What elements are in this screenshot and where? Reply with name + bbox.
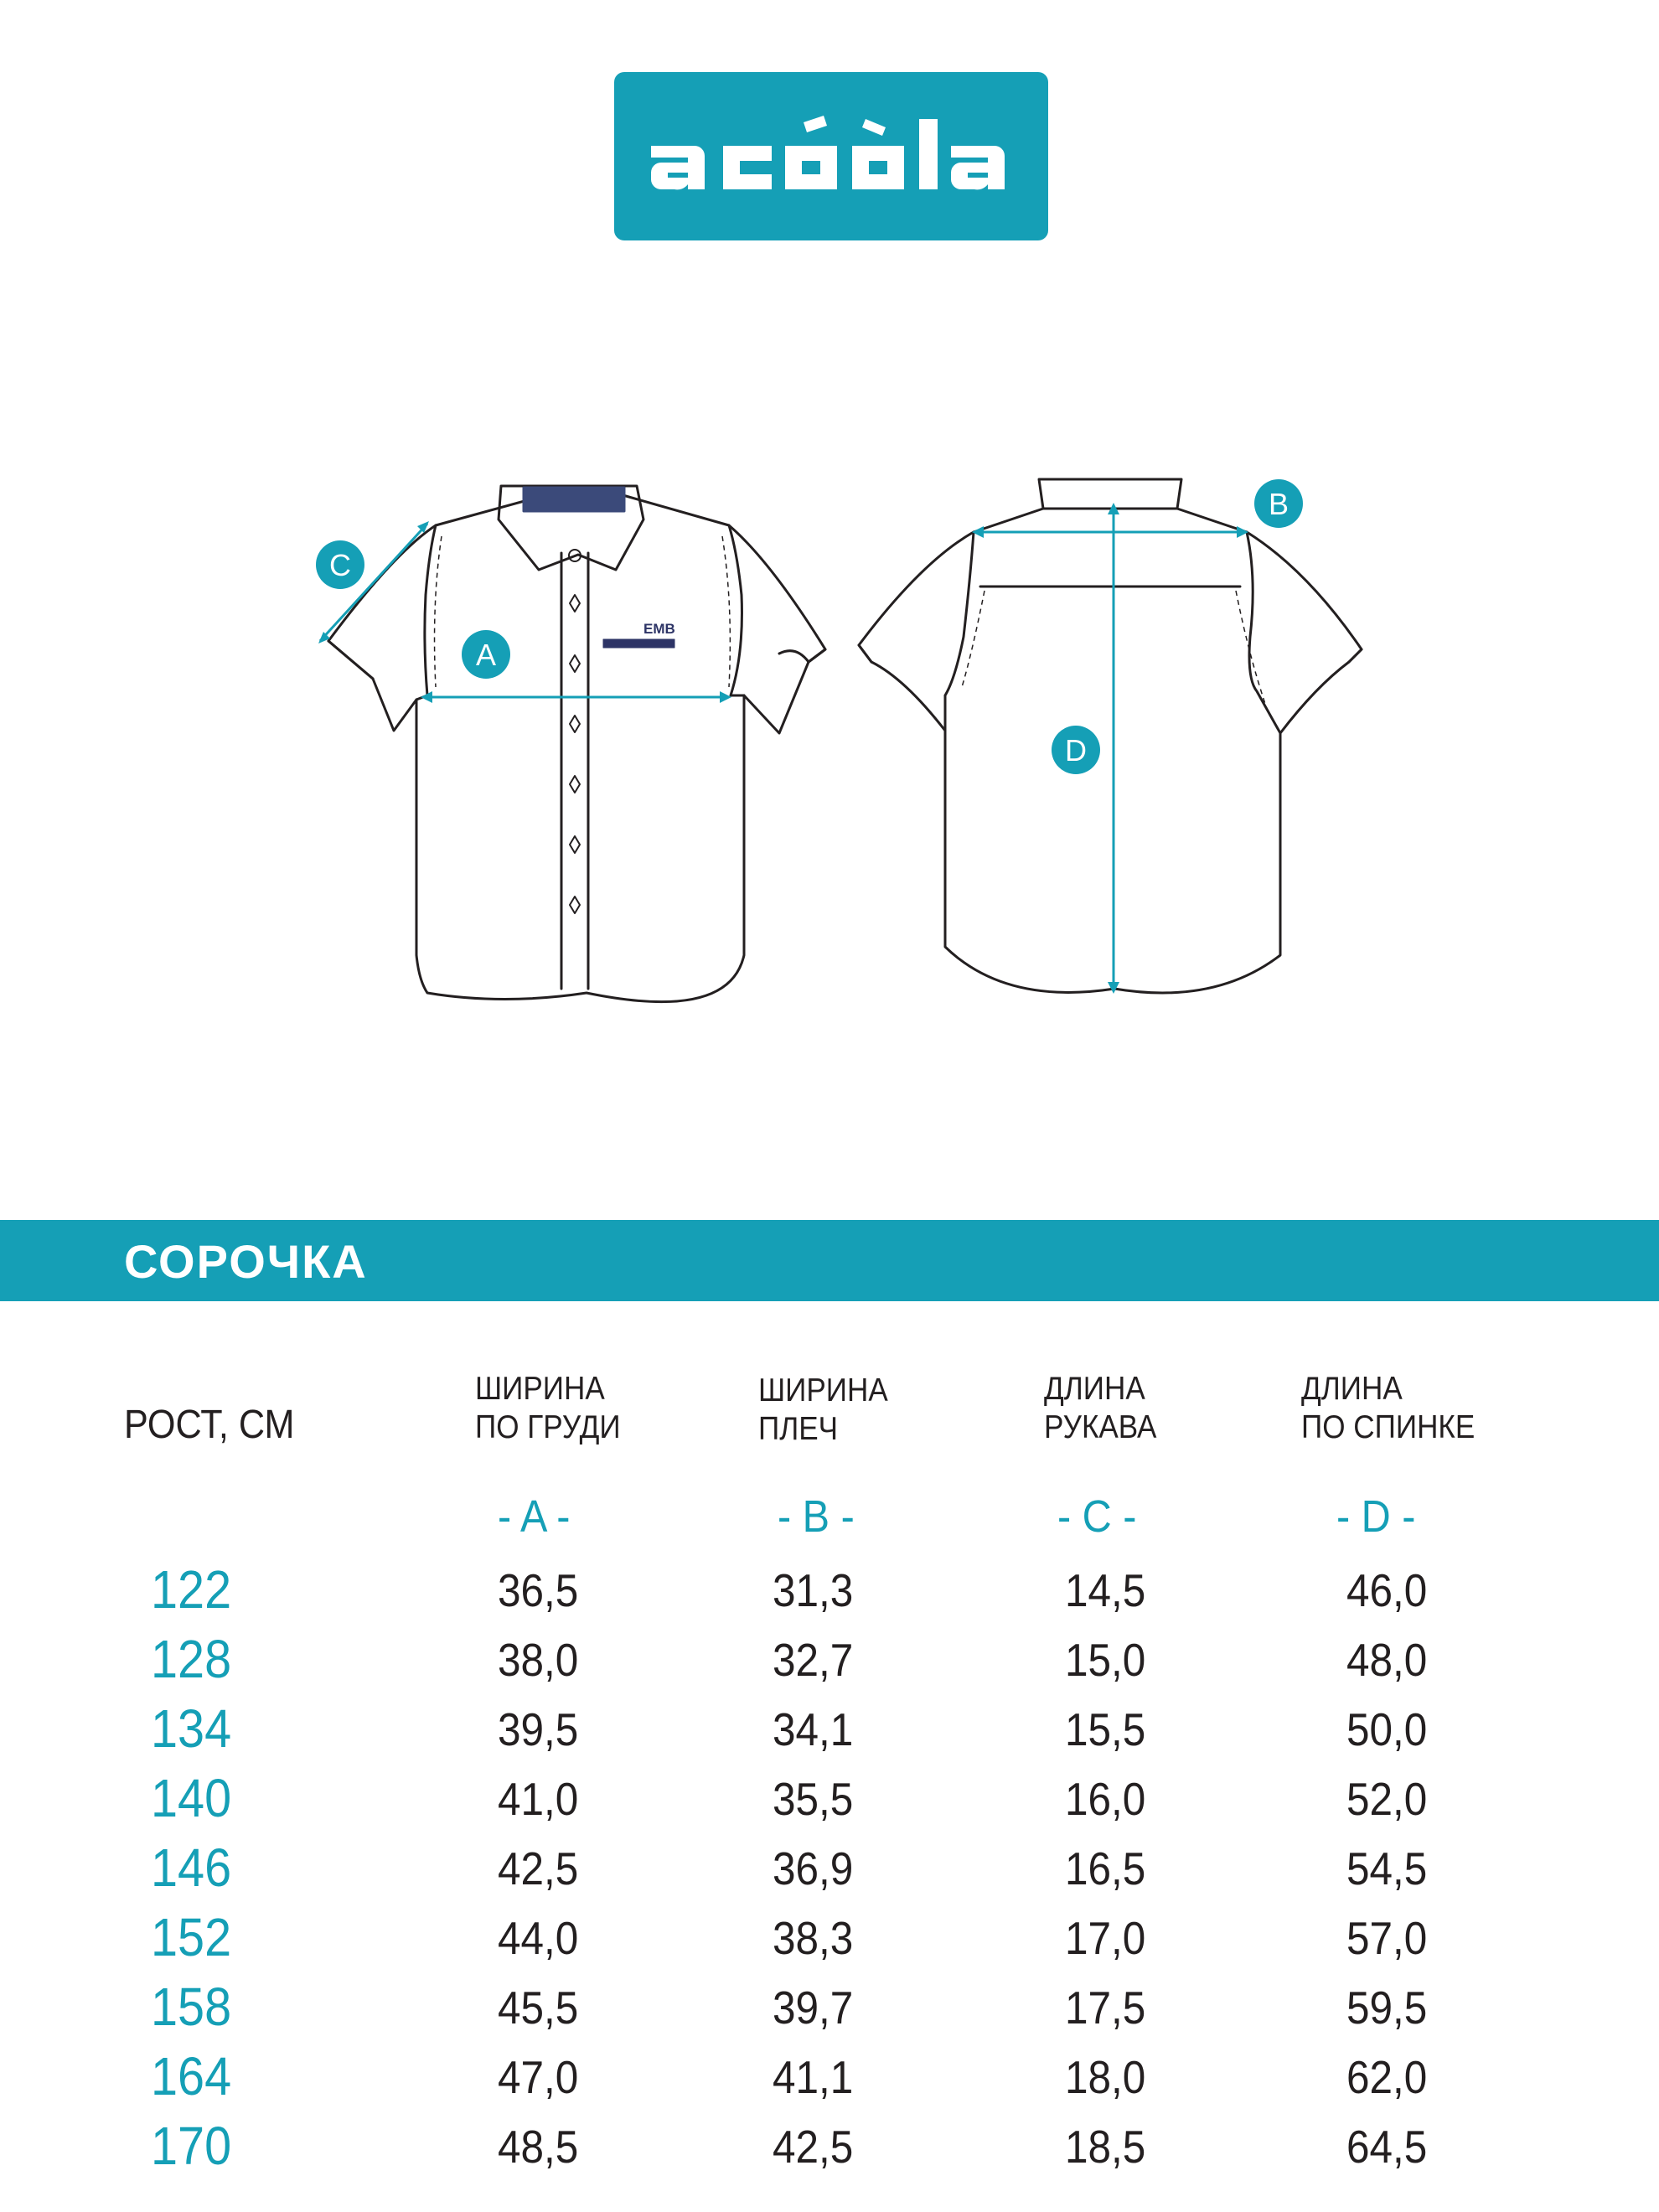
row-height: 146	[151, 1837, 232, 1898]
cell-shoulder: 42,5	[773, 2121, 854, 2173]
measure-line-c	[318, 522, 429, 643]
shirt-technical-drawing: A B C D EMB	[316, 478, 1363, 1004]
cell-back-length: 48,0	[1346, 1634, 1428, 1686]
cell-sleeve: 16,0	[1065, 1773, 1146, 1825]
cell-back-length: 62,0	[1346, 2051, 1428, 2103]
marker-a: A	[462, 630, 510, 679]
cell-sleeve: 18,0	[1065, 2051, 1146, 2103]
letter-col-b: - B -	[778, 1491, 855, 1542]
cell-sleeve: 15,0	[1065, 1634, 1146, 1686]
table-row: 140 41,0 35,5 16,0 52,0	[0, 1769, 1659, 1838]
letter-col-d: - D -	[1336, 1491, 1416, 1542]
marker-b: B	[1254, 479, 1303, 528]
cell-back-length: 50,0	[1346, 1703, 1428, 1755]
row-height: 170	[151, 2116, 232, 2176]
cell-chest: 39,5	[498, 1703, 579, 1755]
cell-chest: 44,0	[498, 1912, 579, 1964]
cell-chest: 41,0	[498, 1773, 579, 1825]
cell-chest: 36,5	[498, 1564, 579, 1616]
table-row: 152 44,0 38,3 17,0 57,0	[0, 1908, 1659, 1977]
cell-shoulder: 35,5	[773, 1773, 854, 1825]
cell-shoulder: 36,9	[773, 1842, 854, 1894]
cell-sleeve: 15,5	[1065, 1703, 1146, 1755]
product-title: СОРОЧКА	[124, 1235, 368, 1288]
acoola-wordmark	[651, 116, 1005, 190]
cell-sleeve: 14,5	[1065, 1564, 1146, 1616]
cell-back-length: 59,5	[1346, 1982, 1428, 2034]
cell-shoulder: 41,1	[773, 2051, 854, 2103]
row-height: 140	[151, 1768, 232, 1828]
table-row: 134 39,5 34,1 15,5 50,0	[0, 1699, 1659, 1769]
title-band: СОРОЧКА	[0, 1220, 1659, 1301]
cell-shoulder: 38,3	[773, 1912, 854, 1964]
row-height: 134	[151, 1698, 232, 1759]
emb-label: EMB	[643, 621, 675, 637]
cell-sleeve: 17,0	[1065, 1912, 1146, 1964]
table-row: 170 48,5 42,5 18,5 64,5	[0, 2116, 1659, 2186]
cell-shoulder: 34,1	[773, 1703, 854, 1755]
table-row: 158 45,5 39,7 17,5 59,5	[0, 1977, 1659, 2047]
cell-sleeve: 17,5	[1065, 1982, 1146, 2034]
cell-back-length: 46,0	[1346, 1564, 1428, 1616]
table-row: 128 38,0 32,7 15,0 48,0	[0, 1630, 1659, 1699]
letter-col-c: - C -	[1057, 1491, 1137, 1542]
table-row: 146 42,5 36,9 16,5 54,5	[0, 1838, 1659, 1908]
header-col-d: ДЛИНА ПО СПИНКЕ	[1301, 1371, 1476, 1445]
shirt-front-drawing	[327, 484, 827, 1004]
row-height: 164	[151, 2046, 232, 2106]
header-col-a: ШИРИНА ПО ГРУДИ	[475, 1371, 621, 1445]
table-row: 122 36,5 31,3 14,5 46,0	[0, 1560, 1659, 1630]
header-col-b: ШИРИНА ПЛЕЧ	[758, 1372, 888, 1447]
svg-text:C: C	[329, 548, 351, 582]
cell-back-length: 52,0	[1346, 1773, 1428, 1825]
row-height: 158	[151, 1977, 232, 2037]
marker-c: C	[316, 540, 364, 589]
shirt-back-drawing	[857, 478, 1363, 995]
row-height: 122	[151, 1559, 232, 1620]
svg-text:B: B	[1269, 487, 1289, 521]
row-height: 128	[151, 1629, 232, 1689]
brand-logo	[614, 72, 1048, 240]
cell-sleeve: 16,5	[1065, 1842, 1146, 1894]
letter-col-a: - A -	[498, 1491, 571, 1542]
header-col-c: ДЛИНА РУКАВА	[1044, 1371, 1157, 1445]
cell-chest: 48,5	[498, 2121, 579, 2173]
marker-d: D	[1052, 726, 1100, 774]
cell-back-length: 64,5	[1346, 2121, 1428, 2173]
cell-shoulder: 32,7	[773, 1634, 854, 1686]
cell-back-length: 54,5	[1346, 1842, 1428, 1894]
cell-shoulder: 39,7	[773, 1982, 854, 2034]
measure-arrows	[318, 503, 1248, 994]
cell-chest: 47,0	[498, 2051, 579, 2103]
cell-chest: 42,5	[498, 1842, 579, 1894]
cell-back-length: 57,0	[1346, 1912, 1428, 1964]
cell-chest: 45,5	[498, 1982, 579, 2034]
cell-sleeve: 18,5	[1065, 2121, 1146, 2173]
cell-chest: 38,0	[498, 1634, 579, 1686]
svg-text:A: A	[476, 638, 496, 672]
row-height: 152	[151, 1907, 232, 1967]
table-row: 164 47,0 41,1 18,0 62,0	[0, 2047, 1659, 2116]
cell-shoulder: 31,3	[773, 1564, 854, 1616]
header-height: РОСТ, СМ	[124, 1403, 295, 1447]
svg-text:D: D	[1065, 733, 1087, 767]
